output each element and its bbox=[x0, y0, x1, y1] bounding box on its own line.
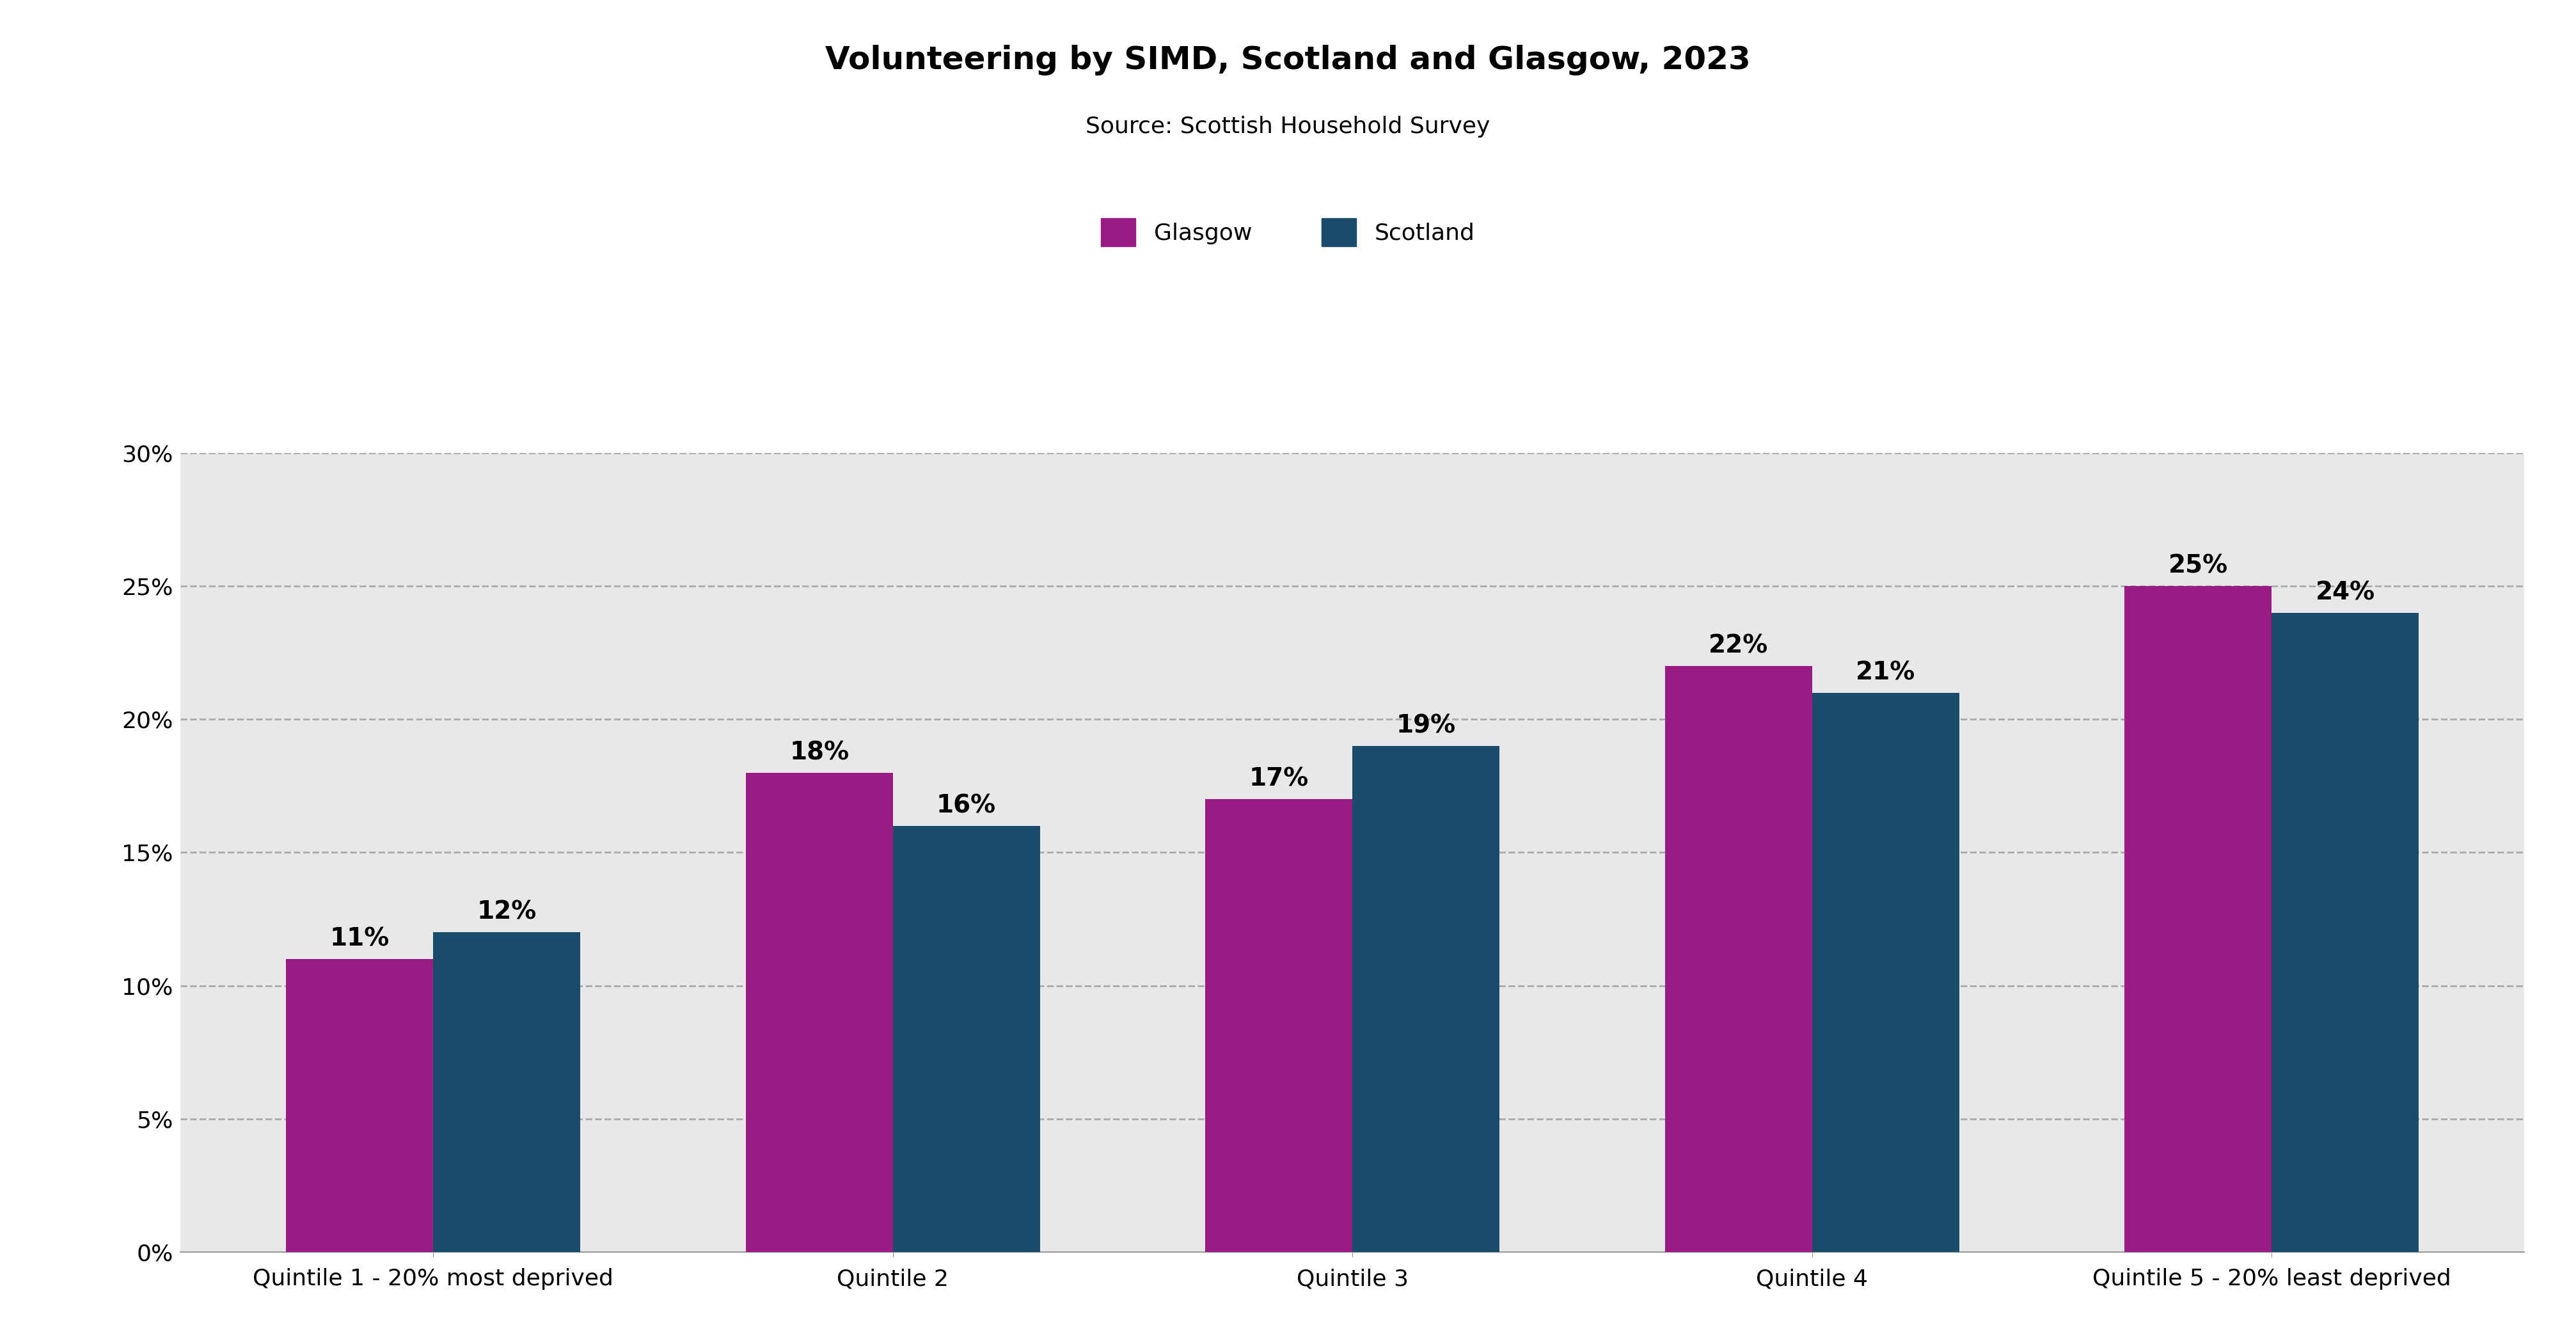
Bar bbox=[1352, 746, 1499, 1252]
Bar bbox=[894, 826, 1041, 1252]
Text: 12%: 12% bbox=[477, 900, 536, 924]
Text: 18%: 18% bbox=[788, 741, 850, 765]
Bar bbox=[1664, 666, 1811, 1252]
Text: 21%: 21% bbox=[1855, 661, 1917, 685]
Bar bbox=[286, 959, 433, 1252]
Text: 25%: 25% bbox=[2169, 554, 2228, 578]
Bar bbox=[744, 773, 894, 1252]
Text: 11%: 11% bbox=[330, 927, 389, 951]
Text: Source: Scottish Household Survey: Source: Scottish Household Survey bbox=[1084, 116, 1492, 137]
Bar bbox=[2272, 613, 2419, 1252]
Bar bbox=[2125, 586, 2272, 1252]
Text: 16%: 16% bbox=[938, 794, 997, 818]
Bar bbox=[1811, 693, 1960, 1252]
Bar bbox=[1206, 799, 1352, 1252]
Bar bbox=[433, 932, 580, 1252]
Text: 22%: 22% bbox=[1708, 634, 1767, 658]
Text: Volunteering by SIMD, Scotland and Glasgow, 2023: Volunteering by SIMD, Scotland and Glasg… bbox=[824, 44, 1752, 76]
Text: 17%: 17% bbox=[1249, 767, 1309, 791]
Legend: Glasgow, Scotland: Glasgow, Scotland bbox=[1100, 218, 1476, 246]
Text: 24%: 24% bbox=[2316, 581, 2375, 605]
Text: 19%: 19% bbox=[1396, 714, 1455, 738]
